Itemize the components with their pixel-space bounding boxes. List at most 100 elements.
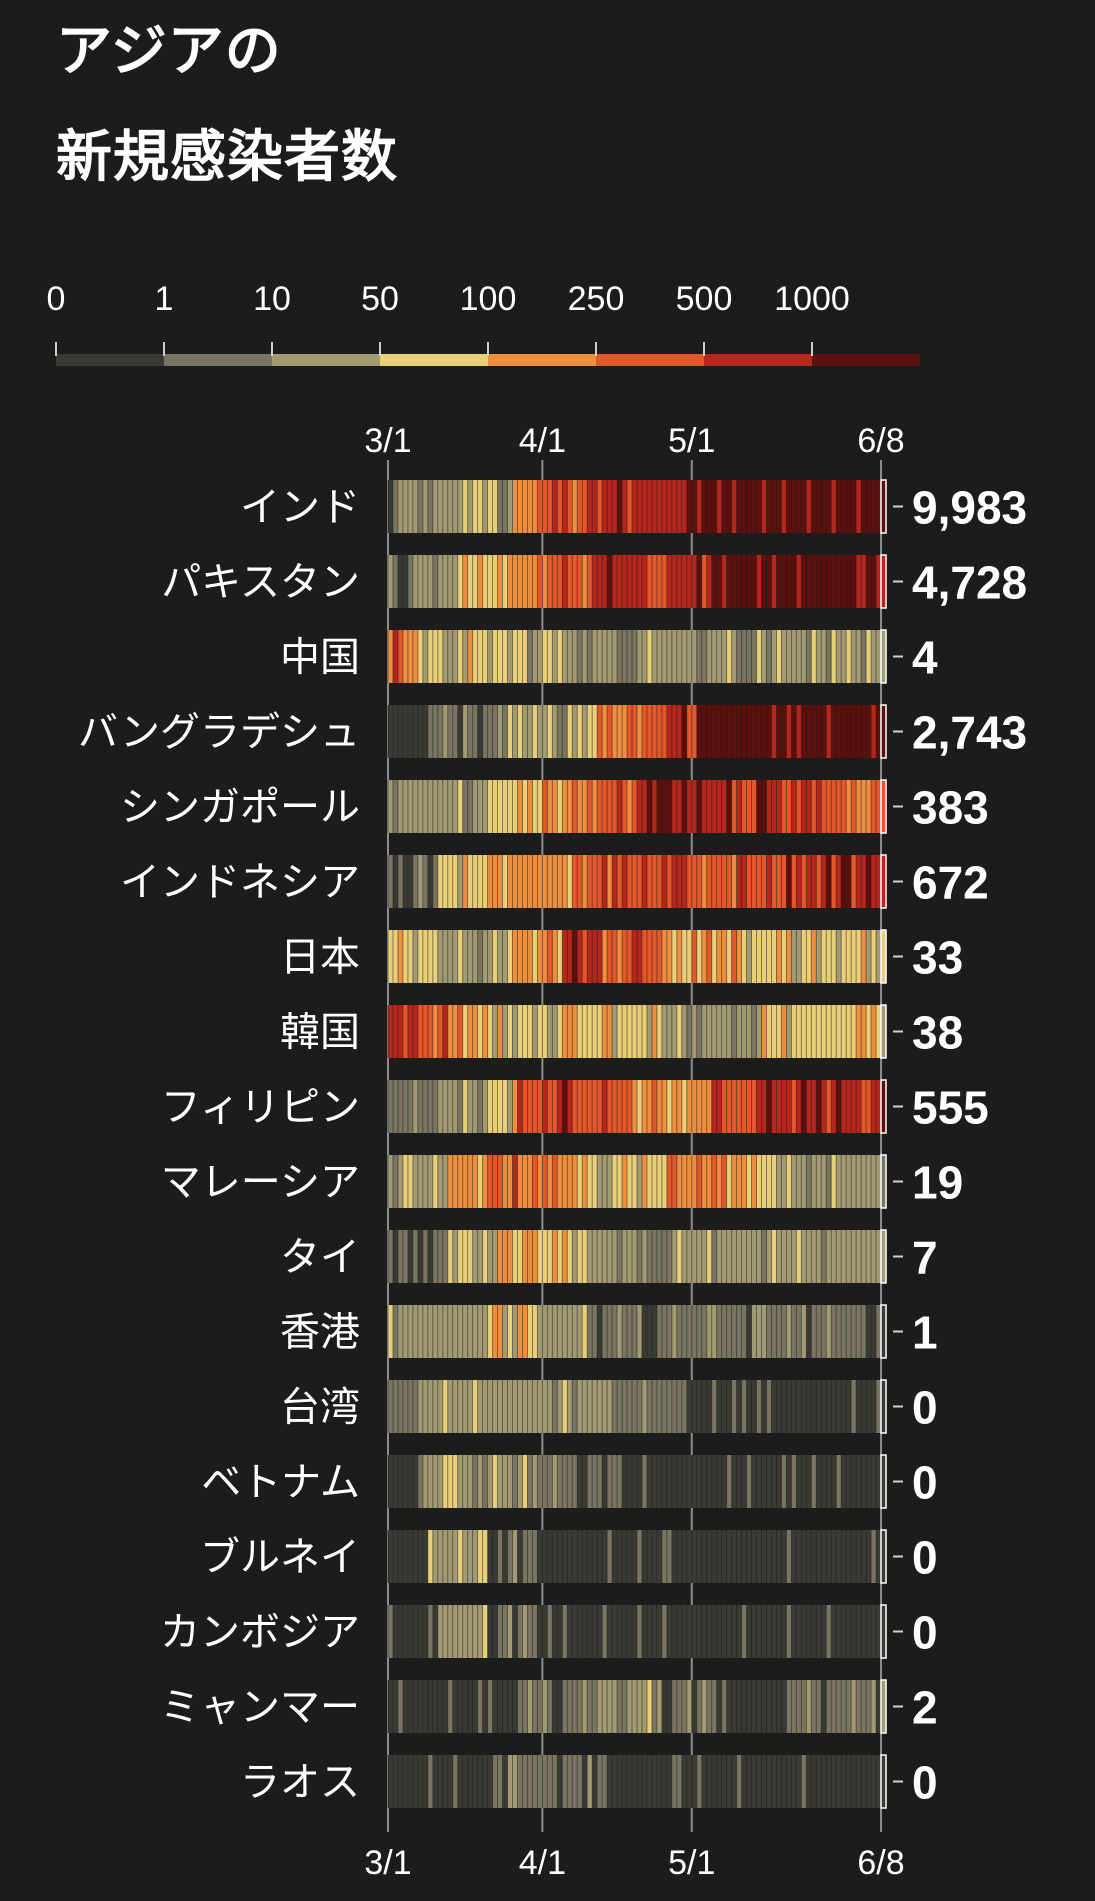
- heatmap-cell: [711, 780, 718, 833]
- heatmap-cell: [846, 1380, 852, 1433]
- heatmap-cell: [646, 1455, 653, 1508]
- heatmap-cell: [881, 780, 887, 833]
- heatmap-cell: [407, 1230, 414, 1283]
- heatmap-cell: [572, 1005, 578, 1058]
- heatmap-cell: [477, 705, 484, 758]
- heatmap-cell: [512, 1005, 519, 1058]
- heatmap-cell: [417, 1305, 424, 1358]
- heatmap-cell: [417, 1380, 424, 1433]
- heatmap-cell: [771, 1155, 778, 1208]
- heatmap-cell: [876, 480, 882, 533]
- heatmap-cell: [796, 705, 802, 758]
- heatmap-cell: [776, 555, 783, 608]
- heatmap-cell: [706, 705, 713, 758]
- heatmap-cell: [696, 1005, 703, 1058]
- heatmap-cell: [447, 1380, 454, 1433]
- heatmap-cell: [397, 705, 404, 758]
- heatmap-cell: [552, 1605, 558, 1658]
- heatmap-cell: [617, 630, 623, 683]
- heatmap-cell: [542, 630, 548, 683]
- heatmap-cell: [851, 1230, 857, 1283]
- heatmap-cell: [746, 930, 753, 983]
- heatmap-cell: [711, 705, 718, 758]
- latest-day-marker: [880, 629, 887, 684]
- heatmap-cell: [637, 1530, 643, 1583]
- heatmap-cell: [856, 705, 862, 758]
- heatmap-cell: [801, 555, 807, 608]
- heatmap-cell: [477, 555, 484, 608]
- heatmap-cell: [492, 855, 499, 908]
- heatmap-cell: [512, 1605, 519, 1658]
- heatmap-cell: [846, 1605, 852, 1658]
- heatmap-cell: [472, 1755, 479, 1808]
- heatmap-cell: [701, 1530, 708, 1583]
- heatmap-cell: [567, 930, 573, 983]
- heatmap-cell: [472, 1530, 479, 1583]
- heatmap-cell: [622, 1080, 628, 1133]
- heatmap-cell: [617, 1155, 623, 1208]
- heatmap-cell: [422, 1680, 429, 1733]
- heatmap-row: [387, 854, 887, 909]
- heatmap-cell: [597, 1155, 603, 1208]
- heatmap-cell: [806, 855, 812, 908]
- heatmap-cell: [402, 1530, 409, 1583]
- heatmap-cell: [547, 555, 553, 608]
- heatmap-cell: [492, 1155, 499, 1208]
- heatmap-cell: [706, 1230, 713, 1283]
- heatmap-cell: [796, 780, 802, 833]
- heatmap-cell: [676, 1080, 683, 1133]
- heatmap-cell: [507, 780, 514, 833]
- heatmap-cell: [487, 1755, 494, 1808]
- heatmap-cell: [477, 1755, 484, 1808]
- heatmap-cell: [442, 630, 449, 683]
- heatmap-cell: [587, 1005, 593, 1058]
- heatmap-cell: [721, 1605, 728, 1658]
- heatmap-cell: [507, 1230, 514, 1283]
- heatmap-cell: [716, 480, 723, 533]
- heatmap-cell: [597, 480, 603, 533]
- heatmap-cell: [671, 1680, 678, 1733]
- heatmap-cell: [676, 1305, 683, 1358]
- heatmap-cell: [622, 1605, 628, 1658]
- heatmap-cell: [846, 1305, 852, 1358]
- heatmap-cell: [721, 1530, 728, 1583]
- heatmap-cell: [487, 480, 494, 533]
- heatmap-cell: [512, 1755, 519, 1808]
- heatmap-cell: [751, 780, 758, 833]
- heatmap-cell: [836, 555, 842, 608]
- heatmap-cell: [512, 930, 519, 983]
- heatmap-cell: [562, 480, 568, 533]
- heatmap-cell: [841, 930, 847, 983]
- heatmap-cell: [617, 1605, 623, 1658]
- heatmap-cell: [791, 480, 797, 533]
- heatmap-cell: [876, 1155, 882, 1208]
- heatmap-cell: [841, 1230, 847, 1283]
- heatmap-cell: [721, 1680, 728, 1733]
- heatmap-cell: [492, 1680, 499, 1733]
- heatmap-cell: [676, 1605, 683, 1658]
- heatmap-cell: [746, 1455, 753, 1508]
- heatmap-cell: [876, 1605, 882, 1658]
- heatmap-cell: [497, 555, 504, 608]
- heatmap-cell: [492, 1080, 499, 1133]
- heatmap-cell: [447, 555, 454, 608]
- heatmap-cell: [457, 1080, 464, 1133]
- heatmap-cell: [522, 480, 529, 533]
- heatmap-cell: [836, 1680, 842, 1733]
- heatmap-cell: [761, 1155, 768, 1208]
- heatmap-cell: [542, 930, 548, 983]
- color-legend: 0 1 10 50 100 250 500 1000: [47, 280, 920, 380]
- heatmap-cell: [841, 1380, 847, 1433]
- heatmap-cell: [656, 1755, 663, 1808]
- heatmap-cell: [617, 1380, 623, 1433]
- heatmap-cell: [632, 780, 638, 833]
- heatmap-cell: [597, 1455, 603, 1508]
- heatmap-cell: [457, 1755, 464, 1808]
- heatmap-cell: [447, 630, 454, 683]
- heatmap-cell: [766, 930, 773, 983]
- heatmap-cell: [846, 1530, 852, 1583]
- heatmap-cell: [602, 555, 608, 608]
- heatmap-cell: [756, 1080, 763, 1133]
- heatmap-cell: [651, 1605, 658, 1658]
- heatmap-cell: [661, 780, 668, 833]
